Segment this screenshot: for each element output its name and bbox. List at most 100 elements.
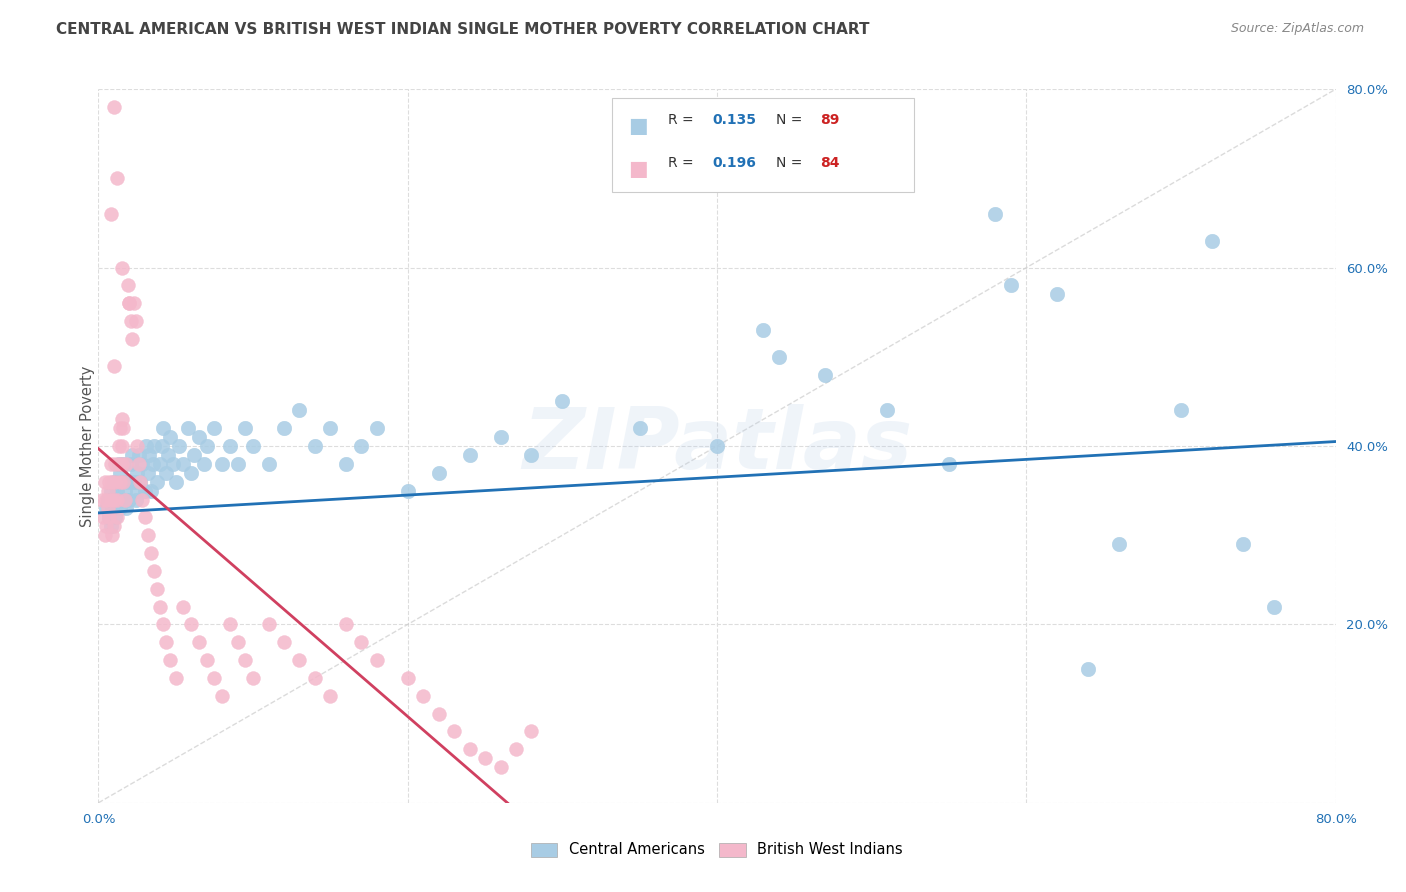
Point <box>136 466 159 480</box>
Point <box>188 430 211 444</box>
Point <box>115 501 138 516</box>
Point <box>1046 287 1069 301</box>
Point <box>235 653 257 667</box>
Point <box>150 439 173 453</box>
Point <box>235 421 257 435</box>
Point <box>131 457 153 471</box>
Point <box>136 528 159 542</box>
Point <box>396 671 419 685</box>
Point <box>103 359 125 373</box>
Point <box>112 475 135 489</box>
Text: ZIPatlas: ZIPatlas <box>522 404 912 488</box>
Point <box>105 492 128 507</box>
Point <box>111 412 134 426</box>
Point <box>142 457 165 471</box>
Point <box>412 689 434 703</box>
Point <box>752 323 775 337</box>
Point <box>121 448 143 462</box>
Point <box>121 332 143 346</box>
Point <box>103 492 125 507</box>
Point <box>111 475 134 489</box>
Point <box>120 457 142 471</box>
Point <box>134 510 156 524</box>
Point <box>288 403 311 417</box>
Text: ■: ■ <box>628 116 648 136</box>
Point <box>108 421 131 435</box>
Point <box>350 635 373 649</box>
Point <box>97 501 120 516</box>
Point <box>111 457 134 471</box>
Point <box>257 457 280 471</box>
Point <box>152 421 174 435</box>
Point <box>180 617 202 632</box>
Point <box>155 635 177 649</box>
Point <box>159 430 181 444</box>
Point <box>226 635 249 649</box>
Point <box>204 671 226 685</box>
Point <box>96 501 118 516</box>
Point <box>103 519 125 533</box>
Point <box>706 439 728 453</box>
Point <box>100 457 122 471</box>
Point <box>1077 662 1099 676</box>
Point <box>149 457 172 471</box>
Point <box>100 519 122 533</box>
Point <box>96 519 118 533</box>
Point <box>273 421 295 435</box>
Point <box>427 466 450 480</box>
Point <box>180 466 202 480</box>
Point <box>188 635 211 649</box>
Point <box>173 457 195 471</box>
Point <box>129 475 152 489</box>
Point <box>104 510 127 524</box>
Point <box>366 421 388 435</box>
Point <box>100 207 122 221</box>
Point <box>155 466 177 480</box>
Point <box>117 278 139 293</box>
Point <box>159 653 181 667</box>
Point <box>814 368 837 382</box>
Point <box>242 439 264 453</box>
Point <box>97 492 120 507</box>
Point <box>122 296 145 310</box>
Point <box>876 403 898 417</box>
Point <box>120 314 142 328</box>
Y-axis label: Single Mother Poverty: Single Mother Poverty <box>80 366 94 526</box>
Point <box>91 510 114 524</box>
Legend: Central Americans, British West Indians: Central Americans, British West Indians <box>526 837 908 863</box>
Point <box>104 475 127 489</box>
Point <box>118 492 141 507</box>
Point <box>128 457 150 471</box>
Point <box>458 448 481 462</box>
Text: Source: ZipAtlas.com: Source: ZipAtlas.com <box>1230 22 1364 36</box>
Point <box>366 653 388 667</box>
Point <box>157 448 180 462</box>
Point <box>100 492 122 507</box>
Point <box>211 689 233 703</box>
Point <box>90 492 112 507</box>
Point <box>100 483 122 498</box>
Point <box>165 475 187 489</box>
Point <box>1263 599 1285 614</box>
Point <box>111 260 134 275</box>
Text: R =: R = <box>668 113 697 128</box>
Point <box>149 599 172 614</box>
Point <box>134 483 156 498</box>
Point <box>628 421 651 435</box>
Text: 0.196: 0.196 <box>713 156 756 170</box>
Point <box>938 457 960 471</box>
Point <box>474 751 496 765</box>
Point <box>117 475 139 489</box>
Point <box>101 501 124 516</box>
Text: 84: 84 <box>820 156 839 170</box>
Point <box>107 457 129 471</box>
Point <box>1108 537 1130 551</box>
Point <box>505 742 527 756</box>
Point <box>114 492 136 507</box>
Point <box>1170 403 1192 417</box>
Point <box>204 421 226 435</box>
Point <box>105 510 128 524</box>
Point <box>319 421 342 435</box>
Point <box>143 564 166 578</box>
Point <box>103 100 125 114</box>
